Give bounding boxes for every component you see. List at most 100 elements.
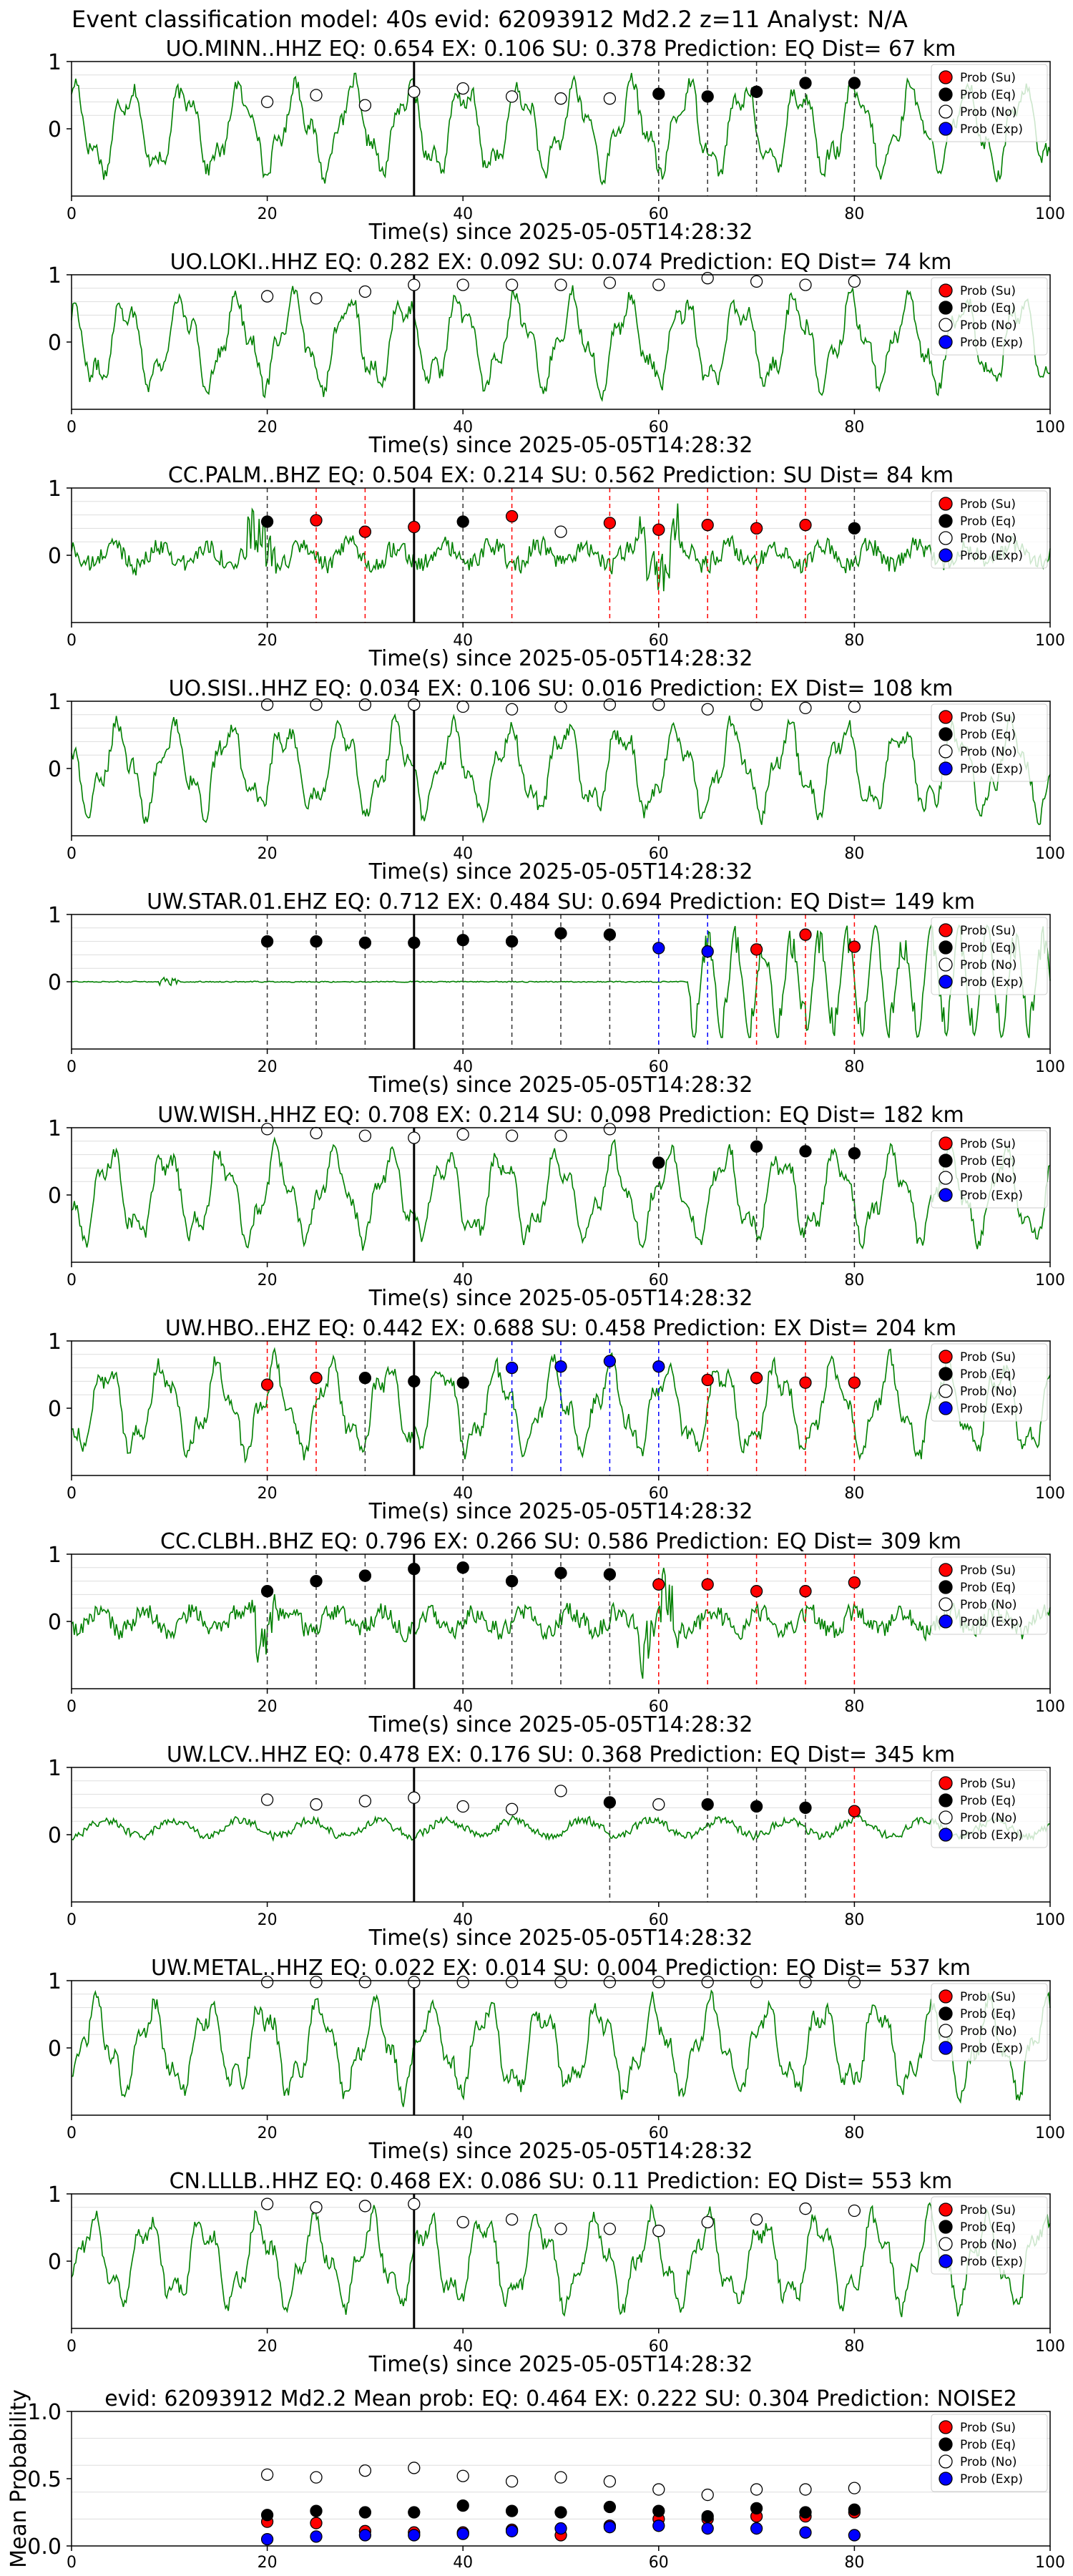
legend-marker-su bbox=[939, 2202, 953, 2217]
legend-marker-no bbox=[939, 1810, 953, 1825]
mean-prob-point-4 bbox=[701, 2522, 714, 2535]
y-tick-label: 0 bbox=[48, 757, 62, 782]
x-tick-label: 80 bbox=[844, 205, 864, 223]
legend-label: Prob (Exp) bbox=[960, 1189, 1023, 1203]
prob-marker-su bbox=[799, 1376, 812, 1389]
prob-marker-no bbox=[358, 2200, 372, 2212]
x-tick-label: 100 bbox=[1035, 2124, 1065, 2142]
prob-marker-eq bbox=[310, 935, 323, 948]
legend-label: Prob (Exp) bbox=[960, 1615, 1023, 1629]
prob-marker-no bbox=[848, 275, 861, 288]
x-tick-label: 20 bbox=[258, 2554, 278, 2572]
prob-marker-no bbox=[701, 2215, 714, 2229]
legend-label: Prob (No) bbox=[960, 318, 1017, 333]
x-tick-label: 20 bbox=[258, 205, 278, 223]
y-tick-label: 1 bbox=[48, 2182, 62, 2207]
prob-marker-no bbox=[358, 99, 372, 112]
prob-marker-eq bbox=[750, 1140, 763, 1153]
legend-marker-no bbox=[939, 1384, 953, 1398]
x-tick-label: 20 bbox=[258, 1698, 278, 1716]
prob-marker-eq bbox=[701, 1798, 714, 1811]
prob-marker-su bbox=[750, 1585, 763, 1598]
x-axis-label: Time(s) since 2025-05-05T14:28:32 bbox=[368, 1712, 753, 1737]
x-tick-label: 40 bbox=[453, 632, 473, 650]
legend-marker-exp bbox=[939, 761, 953, 776]
prob-marker-no bbox=[603, 1123, 617, 1136]
prob-marker-eq bbox=[456, 934, 469, 947]
axes-frame bbox=[71, 61, 1051, 197]
y-tick-label: 0 bbox=[48, 2036, 62, 2062]
legend-marker-su bbox=[939, 1776, 953, 1790]
prob-marker-no bbox=[554, 92, 567, 105]
legend-label: Prob (Exp) bbox=[960, 2255, 1023, 2269]
legend-marker-no bbox=[939, 1597, 953, 1611]
panel-title: UW.LCV..HHZ EQ: 0.478 EX: 0.176 SU: 0.36… bbox=[167, 1742, 955, 1767]
mean-prob-point-4 bbox=[408, 2529, 421, 2542]
x-tick-label: 80 bbox=[844, 1058, 864, 1076]
legend-box bbox=[931, 64, 1048, 142]
legend-label: Prob (Exp) bbox=[960, 975, 1023, 990]
legend-label: Prob (No) bbox=[960, 1385, 1017, 1399]
mean-prob-point-2 bbox=[358, 2506, 372, 2519]
y-tick-label: 0 bbox=[48, 1823, 62, 1848]
mean-prob-point-4 bbox=[456, 2527, 469, 2540]
mean-prob-point-2 bbox=[554, 2506, 567, 2519]
prob-marker-su bbox=[848, 1805, 861, 1818]
station-panel-8: 0 20 40 60 80 100 0 1 CC.CLBH..BHZ EQ: 0.796 EX:… bbox=[48, 1529, 1065, 1737]
legend-box bbox=[931, 490, 1048, 569]
prob-marker-no bbox=[260, 1976, 274, 1989]
legend-marker-exp bbox=[939, 1828, 953, 1842]
legend-label: Prob (Exp) bbox=[960, 336, 1023, 350]
x-tick-label: 80 bbox=[844, 1698, 864, 1716]
mean-prob-point-2 bbox=[603, 2500, 617, 2514]
legend-label: Prob (No) bbox=[960, 2238, 1017, 2252]
legend-marker-eq bbox=[939, 301, 953, 315]
panel-title: UW.STAR.01.EHZ EQ: 0.712 EX: 0.484 SU: 0… bbox=[147, 889, 975, 914]
legend-marker bbox=[939, 2420, 953, 2434]
mean-prob-point-4 bbox=[848, 2529, 861, 2542]
legend-marker-exp bbox=[939, 2254, 953, 2268]
mean-prob-point-2 bbox=[505, 2504, 519, 2517]
prob-marker-su bbox=[701, 1578, 714, 1591]
prob-marker-exp bbox=[603, 1355, 617, 1367]
legend-marker-exp bbox=[939, 2041, 953, 2055]
prob-marker-su bbox=[848, 1576, 861, 1589]
prob-marker-no bbox=[652, 1798, 665, 1811]
legend-box bbox=[931, 277, 1048, 356]
x-tick-label: 40 bbox=[453, 419, 473, 436]
x-tick-label: 20 bbox=[258, 2124, 278, 2142]
prob-marker-no bbox=[505, 90, 519, 103]
legend-label: Prob (Exp) bbox=[960, 1828, 1023, 1843]
y-tick-label: 1 bbox=[48, 1116, 62, 1141]
legend-label: Prob (Exp) bbox=[960, 549, 1023, 563]
legend-marker-eq bbox=[939, 87, 953, 102]
y-tick-label: 1 bbox=[48, 1330, 62, 1355]
x-tick-label: 60 bbox=[649, 2554, 669, 2572]
prob-marker-no bbox=[603, 276, 617, 289]
x-tick-label: 60 bbox=[649, 1272, 669, 1289]
legend-label: Prob (No) bbox=[960, 1811, 1017, 1825]
prob-marker-no bbox=[358, 1795, 372, 1807]
station-panel-1: 0 20 40 60 80 100 0 1 UO.MINN..HHZ EQ: 0.654 EX:… bbox=[48, 36, 1065, 245]
mean-prob-point-2 bbox=[750, 2502, 763, 2515]
prob-marker-no bbox=[456, 1976, 469, 1989]
prob-marker-no bbox=[310, 292, 323, 305]
x-tick-label: 0 bbox=[67, 2338, 77, 2356]
x-tick-label: 60 bbox=[649, 2124, 669, 2142]
panel-title: UW.WISH..HHZ EQ: 0.708 EX: 0.214 SU: 0.0… bbox=[157, 1103, 964, 1128]
prob-marker-eq bbox=[701, 90, 714, 103]
panel-title: UW.HBO..EHZ EQ: 0.442 EX: 0.688 SU: 0.45… bbox=[165, 1316, 956, 1341]
legend-marker-no bbox=[939, 2237, 953, 2251]
prob-marker-su bbox=[310, 514, 323, 527]
legend-label: Prob (No) bbox=[960, 2455, 1017, 2469]
prob-marker-su bbox=[848, 940, 861, 953]
prob-marker-no bbox=[554, 1976, 567, 1989]
x-tick-label: 40 bbox=[453, 1698, 473, 1716]
legend-marker bbox=[939, 2472, 953, 2486]
y-tick-label: 1 bbox=[48, 1543, 62, 1568]
prob-marker-no bbox=[456, 700, 469, 713]
mean-prob-point-4 bbox=[358, 2529, 372, 2542]
legend-marker-su bbox=[939, 1350, 953, 1364]
prob-marker-no bbox=[554, 1129, 567, 1142]
mean-prob-point-2 bbox=[408, 2506, 421, 2519]
